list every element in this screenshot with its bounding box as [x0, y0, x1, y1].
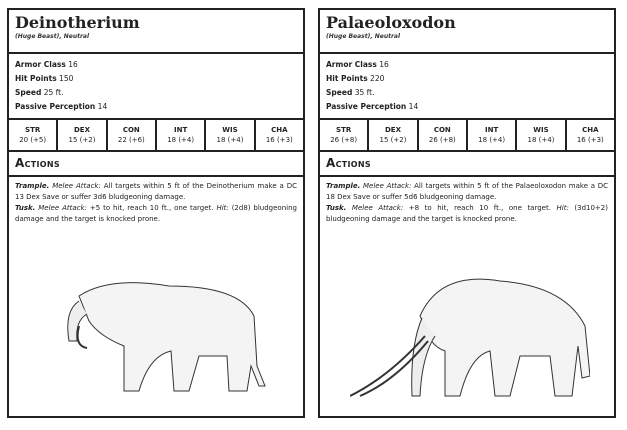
ability-cell: STR 26 (+8) [320, 120, 370, 150]
stat-label: Speed [326, 88, 353, 97]
ability-name: CON [433, 126, 451, 134]
stat-value: 16 [379, 60, 389, 69]
ability-cell: STR 20 (+5) [9, 120, 59, 150]
stats-section: Armor Class 16 Hit Points 150 Speed 25 ft.… [9, 54, 303, 120]
action-tusk: Tusk. Melee Attack: +5 to hit, reach 10 … [15, 203, 297, 225]
ability-name: CON [122, 126, 140, 134]
ability-name: STR [336, 126, 352, 134]
hit-label: Hit: [216, 204, 229, 212]
action-text: +8 to hit, reach 10 ft., one target. [408, 204, 551, 212]
deinotherium-illustration [67, 282, 266, 392]
action-name: Trample. [15, 182, 50, 190]
stat-label: Hit Points [326, 74, 368, 83]
action-text: All targets within 5 ft of the Palaeolox… [326, 182, 608, 201]
ability-name: STR [25, 126, 41, 134]
ability-cell: DEX 15 (+2) [369, 120, 419, 150]
ability-name: DEX [73, 126, 90, 134]
ability-score: 18 (+4) [216, 136, 244, 144]
ability-cell: CON 26 (+8) [419, 120, 468, 150]
action-type: Melee Attack: [363, 182, 412, 190]
ability-score: 18 (+4) [527, 136, 555, 144]
action-name: Trample. [326, 182, 361, 190]
stat-value: 25 ft. [43, 88, 64, 97]
creature-name: Palaeoloxodon [326, 13, 456, 32]
stat-label: Passive Perception [15, 102, 96, 111]
actions-section: Trample. Melee Attack: All targets withi… [320, 177, 614, 416]
hit-label: Hit: [556, 204, 569, 212]
action-text: All targets within 5 ft of the Deinother… [15, 182, 297, 201]
action-type: Melee Attack: [52, 182, 101, 190]
title-section: Deinotherium (Huge Beast), Neutral [9, 10, 303, 54]
ability-score: 18 (+4) [478, 136, 506, 144]
stat-label: Speed [15, 88, 42, 97]
action-tusk: Tusk. Melee Attack: +8 to hit, reach 10 … [326, 203, 608, 225]
ability-name: DEX [384, 126, 401, 134]
ability-scores: STR 20 (+5) DEX 15 (+2) CON 22 (+6) INT 18 (+4)… [9, 120, 303, 152]
stat-row: Speed 35 ft. [326, 86, 608, 100]
stat-row: Armor Class 16 [326, 58, 608, 72]
stat-value: 150 [59, 74, 74, 83]
ability-cell: CON 22 (+6) [108, 120, 157, 150]
action-name: Tusk. [326, 204, 347, 212]
action-trample: Trample. Melee Attack: All targets withi… [326, 181, 608, 203]
stat-row: Hit Points 150 [15, 72, 297, 86]
ability-cell: CHA 16 (+3) [256, 120, 303, 150]
actions-header: Actions [320, 152, 614, 177]
hit-text: (2d8) bludgeoning damage and the target … [15, 204, 297, 223]
stat-row: Armor Class 16 [15, 58, 297, 72]
ability-score: 26 (+8) [428, 136, 456, 144]
ability-name: CHA [271, 126, 288, 134]
ability-cell: INT 18 (+4) [157, 120, 207, 150]
ability-score: 15 (+2) [379, 136, 407, 144]
title-section: Palaeoloxodon (Huge Beast), Neutral [320, 10, 614, 54]
ability-score: 18 (+4) [167, 136, 195, 144]
stat-value: 220 [370, 74, 385, 83]
stats-section: Armor Class 16 Hit Points 220 Speed 35 ft.… [320, 54, 614, 120]
actions-header: Actions [9, 152, 303, 177]
action-name: Tusk. [15, 204, 36, 212]
ability-score: 22 (+6) [117, 136, 145, 144]
ability-score: 15 (+2) [68, 136, 96, 144]
action-type: Melee Attack: [351, 204, 404, 212]
stat-row: Passive Perception 14 [326, 100, 608, 114]
stat-label: Armor Class [326, 60, 377, 69]
action-text: +5 to hit, reach 10 ft., one target. [89, 204, 214, 212]
stat-value: 16 [68, 60, 78, 69]
ability-name: CHA [582, 126, 599, 134]
ability-name: WIS [222, 126, 238, 134]
creature-type: (Huge Beast), Neutral [326, 33, 401, 40]
ability-score: 26 (+8) [330, 136, 358, 144]
stat-row: Hit Points 220 [326, 72, 608, 86]
ability-cell: WIS 18 (+4) [206, 120, 256, 150]
ability-cell: INT 18 (+4) [468, 120, 518, 150]
ability-score: 20 (+5) [19, 136, 47, 144]
ability-score: 16 (+3) [265, 136, 293, 144]
stat-label: Passive Perception [326, 102, 407, 111]
hit-text: (3d10+2) bludgeoning damage and the targ… [326, 204, 608, 223]
stat-value: 35 ft. [354, 88, 375, 97]
stat-block-card: Deinotherium (Huge Beast), Neutral Armor… [7, 8, 305, 418]
ability-score: 16 (+3) [576, 136, 604, 144]
ability-name: INT [174, 126, 188, 134]
palaeoloxodon-illustration [350, 278, 590, 397]
stat-label: Hit Points [15, 74, 57, 83]
ability-scores: STR 26 (+8) DEX 15 (+2) CON 26 (+8) INT 18 (+4)… [320, 120, 614, 152]
ability-cell: WIS 18 (+4) [517, 120, 567, 150]
creature-type: (Huge Beast), Neutral [15, 33, 90, 40]
action-trample: Trample. Melee Attack: All targets withi… [15, 181, 297, 203]
ability-name: WIS [533, 126, 549, 134]
stat-value: 14 [408, 102, 419, 111]
actions-section: Trample. Melee Attack: All targets withi… [9, 177, 303, 416]
ability-cell: DEX 15 (+2) [58, 120, 108, 150]
stat-row: Speed 25 ft. [15, 86, 297, 100]
action-type: Melee Attack: [38, 204, 87, 212]
stat-label: Armor Class [15, 60, 66, 69]
stat-value: 14 [97, 102, 108, 111]
stat-row: Passive Perception 14 [15, 100, 297, 114]
ability-cell: CHA 16 (+3) [567, 120, 614, 150]
ability-name: INT [485, 126, 499, 134]
stat-block-card: Palaeoloxodon (Huge Beast), Neutral Armo… [318, 8, 616, 418]
creature-name: Deinotherium [15, 13, 140, 32]
